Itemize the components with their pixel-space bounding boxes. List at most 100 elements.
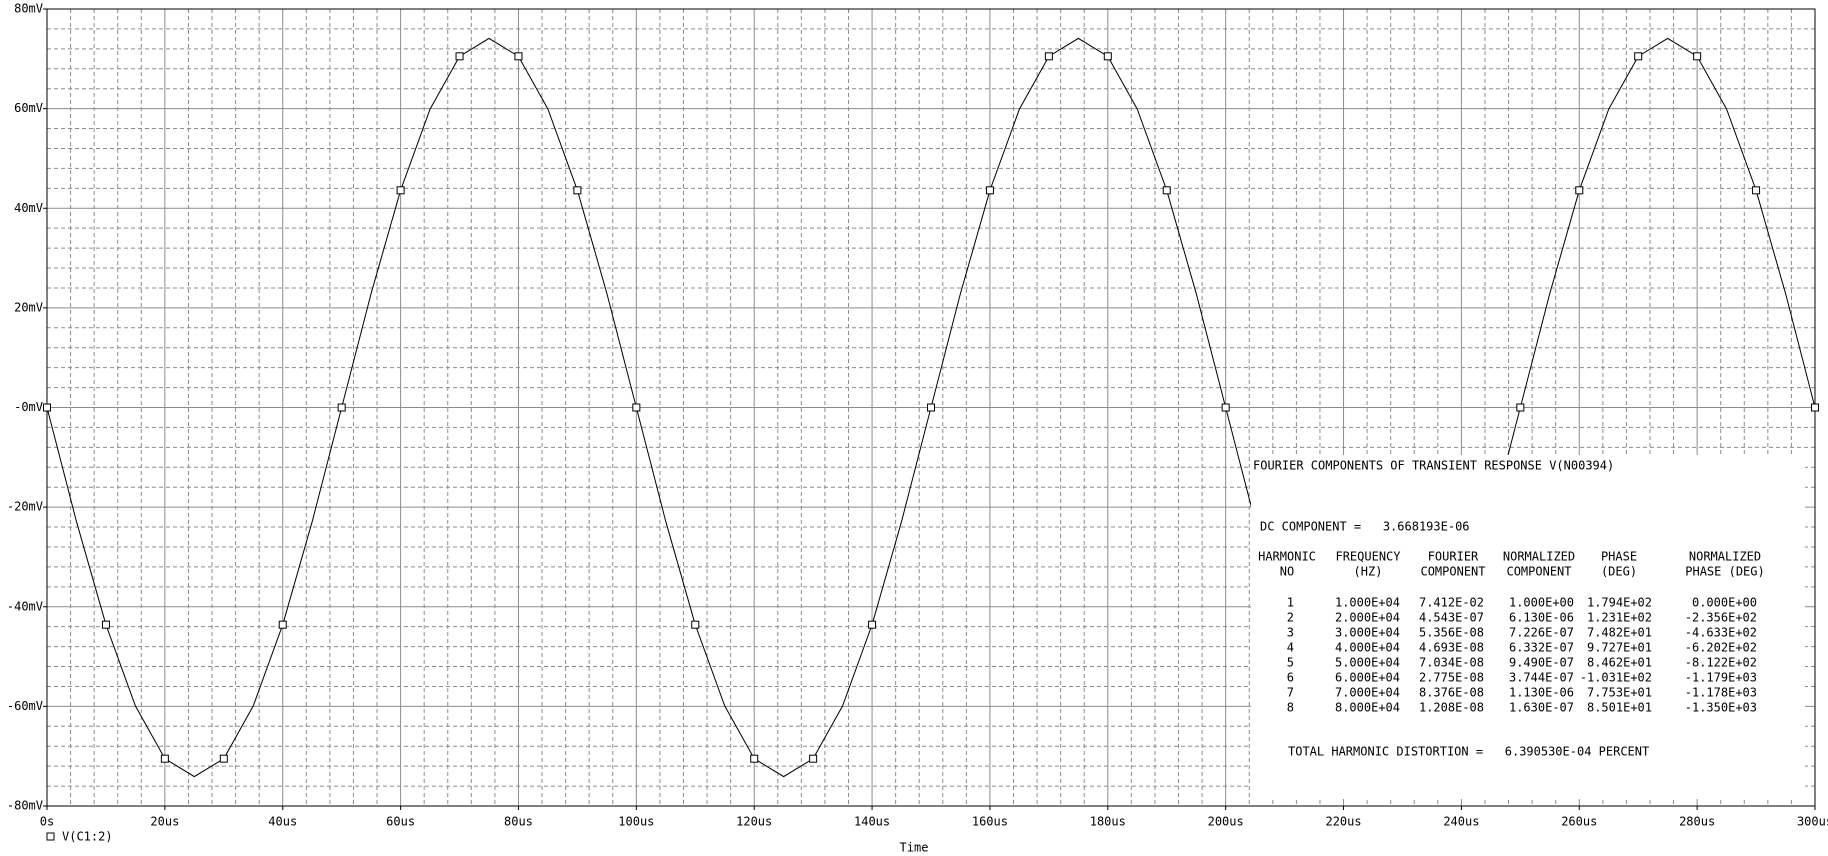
y-tick-label: 40mV xyxy=(14,201,43,215)
table-cell: 8.462E+01 xyxy=(1587,656,1652,670)
table-cell: -2.356E+02 xyxy=(1685,611,1757,625)
point-marker xyxy=(927,403,935,412)
table-cell: 8.376E-08 xyxy=(1419,686,1484,700)
x-tick-label: 300us xyxy=(1797,815,1828,829)
x-tick-label: 0s xyxy=(40,815,54,829)
y-tick-label: -20mV xyxy=(7,500,43,514)
x-tick-label: 280us xyxy=(1679,815,1715,829)
x-tick-label: 200us xyxy=(1208,815,1244,829)
table-cell: 5 xyxy=(1287,656,1294,670)
point-marker xyxy=(1044,52,1053,61)
column-header: (HZ) xyxy=(1354,565,1383,579)
table-cell: -1.031E+02 xyxy=(1580,671,1652,685)
point-marker xyxy=(43,403,51,412)
table-cell: 3.744E-07 xyxy=(1509,671,1574,685)
x-tick-label: 100us xyxy=(618,815,654,829)
point-marker xyxy=(1634,52,1643,61)
point-marker xyxy=(1575,186,1584,195)
table-cell: -1.179E+03 xyxy=(1685,671,1757,685)
table-cell: 4.693E-08 xyxy=(1419,641,1484,655)
x-tick-label: 180us xyxy=(1090,815,1126,829)
x-tick-label: 260us xyxy=(1561,815,1597,829)
table-cell: 7.412E-02 xyxy=(1419,596,1484,610)
column-header: NO xyxy=(1280,565,1294,579)
table-cell: 7.034E-08 xyxy=(1419,656,1484,670)
point-marker xyxy=(455,52,464,61)
table-cell: 3.000E+04 xyxy=(1335,626,1400,640)
x-tick-label: 80us xyxy=(504,815,533,829)
x-tick-label: 20us xyxy=(150,815,179,829)
point-marker xyxy=(1516,403,1525,412)
table-cell: 6 xyxy=(1287,671,1294,685)
y-tick-label: 80mV xyxy=(14,2,43,16)
column-header: FOURIER xyxy=(1428,550,1479,564)
table-cell: -8.122E+02 xyxy=(1685,656,1757,670)
table-cell: -1.350E+03 xyxy=(1685,701,1757,715)
point-marker xyxy=(219,754,228,763)
x-tick-label: 160us xyxy=(972,815,1008,829)
table-cell: 4.543E-07 xyxy=(1419,611,1484,625)
table-cell: 8 xyxy=(1287,701,1294,715)
table-cell: 9.490E-07 xyxy=(1509,656,1574,670)
table-cell: 8.000E+04 xyxy=(1335,701,1400,715)
table-cell: 1.630E-07 xyxy=(1509,701,1574,715)
x-tick-label: 60us xyxy=(386,815,415,829)
y-tick-label: 20mV xyxy=(14,300,43,314)
table-cell: 5.356E-08 xyxy=(1419,626,1484,640)
table-cell: -4.633E+02 xyxy=(1685,626,1757,640)
fourier-box xyxy=(1251,455,1805,799)
table-cell: 3 xyxy=(1287,626,1294,640)
point-marker xyxy=(868,620,877,629)
point-marker xyxy=(101,620,110,629)
x-tick-label: 220us xyxy=(1325,815,1361,829)
table-cell: 7.226E-07 xyxy=(1509,626,1574,640)
table-cell: 5.000E+04 xyxy=(1335,656,1400,670)
table-cell: 8.501E+01 xyxy=(1587,701,1652,715)
y-tick-label: 60mV xyxy=(14,101,43,115)
point-marker xyxy=(396,186,405,195)
table-cell: 7 xyxy=(1287,686,1294,700)
table-cell: 1.231E+02 xyxy=(1587,611,1652,625)
table-cell: 4 xyxy=(1287,641,1294,655)
point-marker xyxy=(514,52,523,61)
table-cell: 1.000E+00 xyxy=(1509,596,1574,610)
fourier-table: FOURIER COMPONENTS OF TRANSIENT RESPONSE… xyxy=(1251,455,1805,799)
table-cell: 2 xyxy=(1287,611,1294,625)
table-cell: 7.000E+04 xyxy=(1335,686,1400,700)
x-tick-label: 240us xyxy=(1443,815,1479,829)
table-cell: 1.000E+04 xyxy=(1335,596,1400,610)
thd: TOTAL HARMONIC DISTORTION = 6.390530E-04… xyxy=(1288,745,1649,759)
point-marker xyxy=(1811,403,1819,412)
point-marker xyxy=(1221,403,1230,412)
table-cell: 6.130E-06 xyxy=(1509,611,1574,625)
table-cell: 7.482E+01 xyxy=(1587,626,1652,640)
x-axis-label: Time xyxy=(900,841,929,853)
dc-component: DC COMPONENT = 3.668193E-06 xyxy=(1260,520,1470,534)
fourier-title: FOURIER COMPONENTS OF TRANSIENT RESPONSE… xyxy=(1253,459,1614,473)
column-header: PHASE xyxy=(1601,550,1637,564)
table-cell: 1.208E-08 xyxy=(1419,701,1484,715)
point-marker xyxy=(1103,52,1112,61)
column-header: FREQUENCY xyxy=(1335,550,1401,564)
table-cell: 1.794E+02 xyxy=(1587,596,1652,610)
point-marker xyxy=(1752,186,1761,195)
x-tick-label: 140us xyxy=(854,815,890,829)
table-cell: 6.332E-07 xyxy=(1509,641,1574,655)
column-header: NORMALIZED xyxy=(1689,550,1761,564)
legend-marker xyxy=(46,832,55,841)
point-marker xyxy=(691,620,700,629)
column-header: (DEG) xyxy=(1601,565,1637,579)
x-tick-label: 120us xyxy=(736,815,772,829)
point-marker xyxy=(985,186,994,195)
column-header: COMPONENT xyxy=(1420,565,1485,579)
point-marker xyxy=(278,620,287,629)
table-cell: 7.753E+01 xyxy=(1587,686,1652,700)
column-header: COMPONENT xyxy=(1506,565,1571,579)
point-marker xyxy=(160,754,169,763)
column-header: PHASE (DEG) xyxy=(1685,565,1764,579)
legend-label: V(C1:2) xyxy=(62,830,113,844)
table-cell: 4.000E+04 xyxy=(1335,641,1400,655)
table-cell: 1.130E-06 xyxy=(1509,686,1574,700)
point-marker xyxy=(809,754,818,763)
